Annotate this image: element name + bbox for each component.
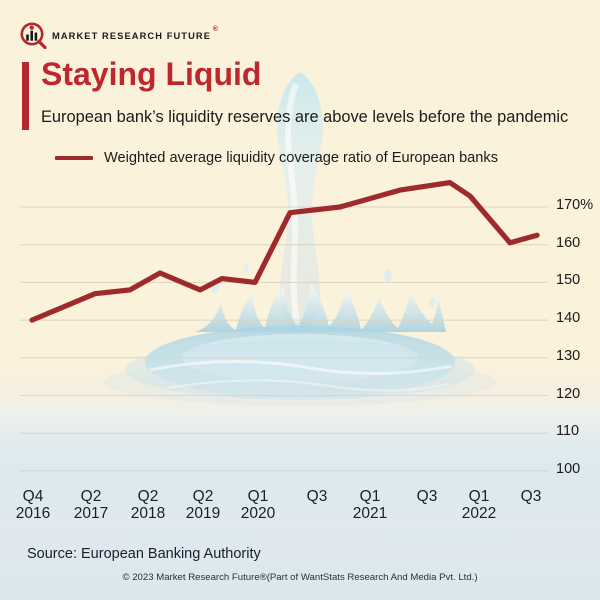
x-axis-tick-1-year: 2017 (73, 505, 109, 523)
x-axis-tick-6-year: 2021 (352, 505, 388, 523)
x-axis-tick-1-quarter: Q2 (80, 488, 102, 505)
legend-label-series-1: Weighted average liquidity coverage rati… (104, 150, 499, 166)
title-accent-bar (22, 62, 29, 130)
brand-logo-text: MARKET RESEARCH FUTURE ® (52, 26, 218, 41)
brand-logo: MARKET RESEARCH FUTURE ® (20, 22, 218, 50)
brand-logo-label: MARKET RESEARCH FUTURE (52, 30, 212, 41)
x-axis-tick-9: Q3 (500, 488, 562, 505)
x-axis-tick-7-quarter: Q3 (416, 488, 438, 505)
y-axis-label-170: 170% (556, 197, 594, 213)
source-note: Source: European Banking Authority (27, 546, 261, 562)
magnifier-bar-chart-icon (20, 22, 47, 50)
x-axis-tick-2-quarter: Q2 (137, 488, 159, 505)
y-axis-label-120: 120 (556, 386, 581, 402)
x-axis-tick-7: Q3 (396, 488, 458, 505)
x-axis-tick-5: Q3 (286, 488, 348, 505)
copyright-note: © 2023 Market Research Future®(Part of W… (122, 572, 478, 583)
y-axis-label-130: 130 (556, 348, 581, 364)
x-axis-tick-8-year: 2022 (461, 505, 497, 523)
x-axis-tick-6: Q1 2021 (339, 488, 401, 523)
x-axis-tick-6-quarter: Q1 (359, 488, 381, 505)
y-axis-label-140: 140 (556, 310, 581, 326)
y-axis-label-100: 100 (556, 461, 581, 477)
x-axis-tick-0-year: 2016 (15, 505, 51, 523)
chart-gridlines (20, 206, 548, 472)
x-axis-tick-8-quarter: Q1 (468, 488, 490, 505)
x-axis-tick-4-quarter: Q1 (247, 488, 269, 505)
legend-swatch-series-1 (55, 156, 93, 160)
page-title: Staying Liquid (41, 56, 262, 92)
series-line-liquidity-coverage-ratio (29, 180, 540, 323)
x-axis-tick-3-year: 2019 (185, 505, 221, 523)
x-axis-tick-2: Q2 2018 (117, 488, 179, 523)
x-axis-tick-2-year: 2018 (130, 505, 166, 523)
y-axis-label-160: 160 (556, 235, 581, 251)
x-axis-tick-0: Q4 2016 (2, 488, 64, 523)
registered-mark: ® (212, 25, 220, 33)
x-axis-tick-1: Q2 2017 (60, 488, 122, 523)
y-axis-label-150: 150 (556, 272, 581, 288)
x-axis-tick-4-year: 2020 (240, 505, 276, 523)
y-axis-label-110: 110 (556, 423, 580, 439)
page-subtitle: European bank’s liquidity reserves are a… (41, 108, 569, 126)
x-axis-tick-0-quarter: Q4 (22, 488, 44, 505)
x-axis-tick-9-quarter: Q3 (520, 488, 542, 505)
x-axis-tick-4: Q1 2020 (227, 488, 289, 523)
x-axis-tick-5-quarter: Q3 (306, 488, 328, 505)
x-axis-tick-8: Q1 2022 (448, 488, 510, 523)
chart-legend: Weighted average liquidity coverage rati… (55, 150, 498, 166)
x-axis-tick-3: Q2 2019 (172, 488, 234, 523)
x-axis-tick-3-quarter: Q2 (192, 488, 214, 505)
